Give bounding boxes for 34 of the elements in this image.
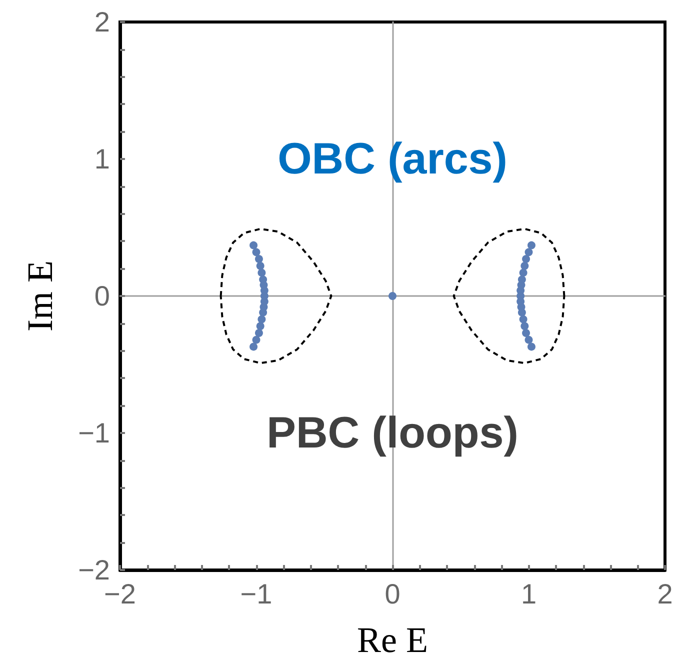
x-tick-label: −1: [240, 578, 272, 610]
y-tick-label: 2: [94, 6, 110, 38]
point: [524, 248, 533, 256]
y-axis-title: Im E: [20, 260, 60, 332]
point: [519, 315, 528, 324]
point: [524, 336, 533, 344]
point: [250, 241, 258, 250]
annotation: OBC (arcs): [278, 134, 508, 184]
point: [256, 322, 264, 330]
x-tick-label: 1: [520, 578, 537, 610]
point: [252, 336, 260, 344]
point: [388, 292, 396, 300]
point: [250, 342, 258, 351]
point: [522, 255, 530, 264]
point: [520, 262, 529, 270]
point: [254, 255, 263, 264]
point: [252, 248, 260, 256]
point: [519, 268, 528, 277]
point: [520, 322, 529, 330]
point: [527, 241, 536, 250]
y-tick-label: −1: [78, 418, 110, 448]
point: [522, 328, 530, 337]
point: [258, 315, 266, 324]
point: [527, 342, 536, 351]
point: [254, 328, 263, 337]
point: [256, 262, 264, 270]
point: [258, 268, 266, 277]
x-axis-title: Re E: [357, 620, 428, 660]
annotation: PBC (loops): [266, 408, 518, 458]
x-tick-label: 0: [384, 578, 400, 610]
y-tick-label: −2: [78, 554, 110, 586]
y-tick-label: 0: [94, 280, 110, 312]
y-tick-label: 1: [94, 144, 110, 174]
x-tick-label: 2: [657, 578, 673, 610]
